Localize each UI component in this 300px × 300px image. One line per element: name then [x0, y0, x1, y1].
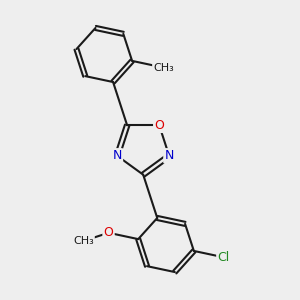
Text: CH₃: CH₃ [73, 236, 94, 246]
Text: N: N [164, 149, 174, 162]
Text: CH₃: CH₃ [153, 63, 174, 73]
Text: N: N [112, 149, 122, 162]
Text: O: O [154, 119, 164, 132]
Text: Cl: Cl [218, 251, 230, 264]
Text: O: O [103, 226, 113, 239]
